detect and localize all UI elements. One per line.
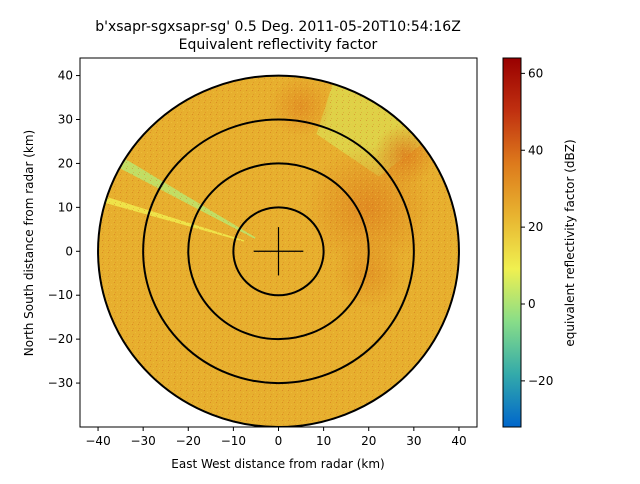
y-tick-label: −10 — [48, 288, 73, 302]
x-tick-label: −30 — [130, 434, 155, 448]
colorbar-tick-label: 40 — [528, 143, 543, 157]
colorbar-ticks: −20 0 20 40 60 — [521, 66, 553, 388]
colorbar-tick-label: −20 — [528, 374, 553, 388]
x-tick-label: −20 — [176, 434, 201, 448]
plot-area — [97, 74, 460, 427]
x-tick-label: −40 — [85, 434, 110, 448]
x-tick-label: 30 — [406, 434, 421, 448]
x-tick-label: 40 — [451, 434, 466, 448]
y-tick-label: 20 — [58, 156, 73, 170]
x-tick-label: 20 — [361, 434, 376, 448]
y-tick-label: 40 — [58, 69, 73, 83]
radar-crosshair — [253, 227, 304, 276]
y-tick-label: −20 — [48, 332, 73, 346]
x-tick-label: 10 — [316, 434, 331, 448]
chart-title-line2: Equivalent reflectivity factor — [179, 37, 378, 53]
chart-title-line1: b'xsapr-sgxsapr-sg' 0.5 Deg. 2011-05-20T… — [95, 19, 461, 35]
x-axis-ticks: −40 −30 −20 −10 0 10 20 30 40 — [85, 427, 467, 448]
range-ring — [187, 162, 370, 341]
colorbar — [502, 57, 522, 428]
colorbar-tick-label: 60 — [528, 66, 543, 80]
colorbar-tick-label: 0 — [528, 297, 536, 311]
x-tick-label: −10 — [221, 434, 246, 448]
y-axis-label: North South distance from radar (km) — [22, 130, 36, 356]
y-axis-ticks: −30 −20 −10 0 10 20 30 40 — [48, 69, 80, 390]
range-rings — [97, 74, 460, 427]
y-tick-label: 10 — [58, 200, 73, 214]
range-ring — [232, 206, 325, 297]
x-axis-label: East West distance from radar (km) — [171, 457, 384, 471]
y-tick-label: −30 — [48, 376, 73, 390]
colorbar-tick-label: 20 — [528, 220, 543, 234]
y-tick-label: 30 — [58, 113, 73, 127]
range-ring — [97, 74, 460, 427]
x-tick-label: 0 — [275, 434, 283, 448]
y-tick-label: 0 — [65, 244, 73, 258]
range-ring — [142, 118, 415, 385]
colorbar-label: equivalent reflectivity factor (dBZ) — [563, 139, 577, 346]
